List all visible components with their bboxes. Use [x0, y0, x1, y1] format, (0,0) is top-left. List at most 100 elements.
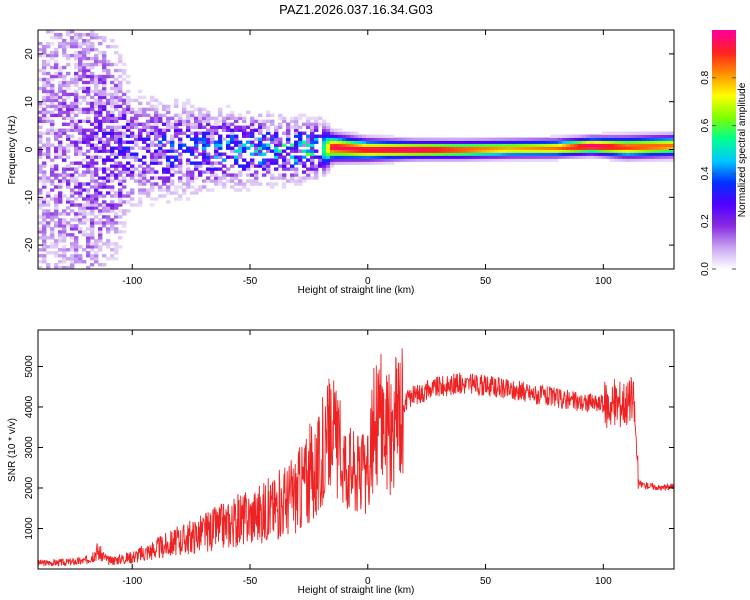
spectrogram-cell — [562, 152, 567, 156]
colorbar-segment — [712, 31, 736, 35]
spectrogram-cell — [454, 140, 459, 144]
spectrogram-cell — [226, 134, 231, 138]
spectrogram-cell — [566, 146, 571, 150]
spectrogram-cell — [138, 131, 143, 135]
spectrogram-cell — [206, 158, 211, 162]
spectrogram-cell — [514, 137, 519, 141]
spectrogram-cell — [102, 74, 107, 79]
colorbar-segment — [712, 217, 736, 220]
spectrogram-cell — [90, 71, 95, 76]
colorbar-segment — [712, 79, 736, 83]
spectrogram-cell — [86, 212, 91, 216]
spectrogram-cell — [478, 149, 483, 153]
spectrogram-cell — [422, 149, 427, 153]
spectrogram-cell — [42, 212, 47, 216]
spectrogram-cell — [502, 137, 507, 141]
spectrogram-cell — [118, 191, 123, 195]
spectrogram-cell — [62, 260, 67, 264]
spectrogram-cell — [646, 149, 651, 153]
spectrogram-cell — [210, 164, 215, 168]
spectrogram-cell — [622, 143, 627, 147]
colorbar-segment — [712, 199, 736, 202]
spectrogram-cell — [74, 224, 79, 228]
spectrogram-cell — [630, 143, 635, 147]
spectrogram-cell — [302, 161, 307, 165]
spectrogram-cell — [138, 158, 143, 162]
spectrogram-cell — [70, 104, 75, 109]
spectrogram-cell — [238, 188, 243, 192]
spectrogram-cell — [530, 140, 535, 144]
spectrogram-cell — [38, 176, 43, 180]
spectrogram-cell — [46, 209, 51, 213]
spectrogram-cell — [186, 158, 191, 162]
spectrogram-cell — [326, 155, 331, 159]
spectrogram-cell — [70, 128, 75, 132]
spectrogram-cell — [322, 137, 327, 141]
spectrogram-cell — [206, 110, 211, 115]
spectrogram-cell — [494, 152, 499, 156]
spectrogram-cell — [206, 152, 211, 156]
spectrogram-cell — [430, 155, 435, 159]
spectrogram-cell — [118, 230, 123, 234]
spectrogram-cell — [46, 140, 51, 144]
colorbar-segment — [712, 47, 736, 51]
spectrogram-cell — [186, 182, 191, 186]
spectrogram-cell — [90, 41, 95, 46]
spectrogram-cell — [486, 140, 491, 144]
spectrogram-cell — [342, 140, 347, 144]
colorbar-tick-label: 0.4 — [700, 166, 711, 180]
spectrogram-cell — [586, 143, 591, 147]
spectrogram-cell — [90, 203, 95, 207]
spectrogram-cell — [242, 134, 247, 138]
colorbar-segment — [712, 55, 736, 59]
spectrogram-cell — [638, 134, 643, 138]
spectrogram-cell — [38, 215, 43, 219]
spectrogram-cell — [602, 134, 607, 138]
colorbar-tick-label: 0.0 — [700, 262, 711, 276]
spectrogram-cell — [142, 179, 147, 183]
spectrogram-cell — [218, 110, 223, 115]
spectrogram-cell — [454, 143, 459, 147]
spectrogram-cell — [194, 116, 199, 121]
figure-title: PAZ1.2026.037.16.34.G03 — [279, 2, 433, 17]
spectrogram-cell — [146, 137, 151, 141]
spectrogram-cell — [98, 263, 103, 267]
spectrogram-cell — [570, 146, 575, 150]
spectrogram-cell — [54, 149, 59, 153]
spectrogram-cell — [358, 158, 363, 162]
spectrogram-cell — [562, 143, 567, 147]
spectrogram-cell — [142, 107, 147, 112]
spectrogram-cell — [186, 101, 191, 106]
spectrogram-cell — [338, 146, 343, 150]
spectrogram-cell — [522, 143, 527, 147]
spectrogram-cell — [182, 119, 187, 124]
spectrogram-cell — [570, 155, 575, 159]
spectrogram-cell — [322, 152, 327, 156]
spectrogram-cell — [226, 155, 231, 159]
spectrogram-cell — [50, 92, 55, 97]
spectrogram-cell — [250, 125, 255, 129]
spectrogram-cell — [446, 155, 451, 159]
spectrogram-cell — [370, 140, 375, 144]
spectrogram-cell — [134, 116, 139, 121]
spectrogram-cell — [270, 137, 275, 141]
spectrogram-cell — [258, 161, 263, 165]
spectrogram-cell — [254, 182, 259, 186]
spectrogram-cell — [62, 80, 67, 85]
colorbar-segment — [712, 57, 736, 61]
spectrogram-cell — [174, 119, 179, 124]
spectrogram-cell — [130, 131, 135, 135]
spectrogram-cell — [158, 155, 163, 159]
spectrogram-cell — [118, 146, 123, 150]
spectrogram-cell — [202, 113, 207, 118]
spectrogram-cell — [582, 134, 587, 138]
spectrogram-cell — [466, 158, 471, 162]
spectrogram-cell — [246, 134, 251, 138]
spectrogram-cell — [298, 158, 303, 162]
spectrogram-cell — [102, 200, 107, 204]
spectrogram-cell — [150, 119, 155, 124]
colorbar-segment — [712, 73, 736, 77]
spectrogram-cell — [274, 146, 279, 150]
spectrogram-cell — [302, 113, 307, 118]
